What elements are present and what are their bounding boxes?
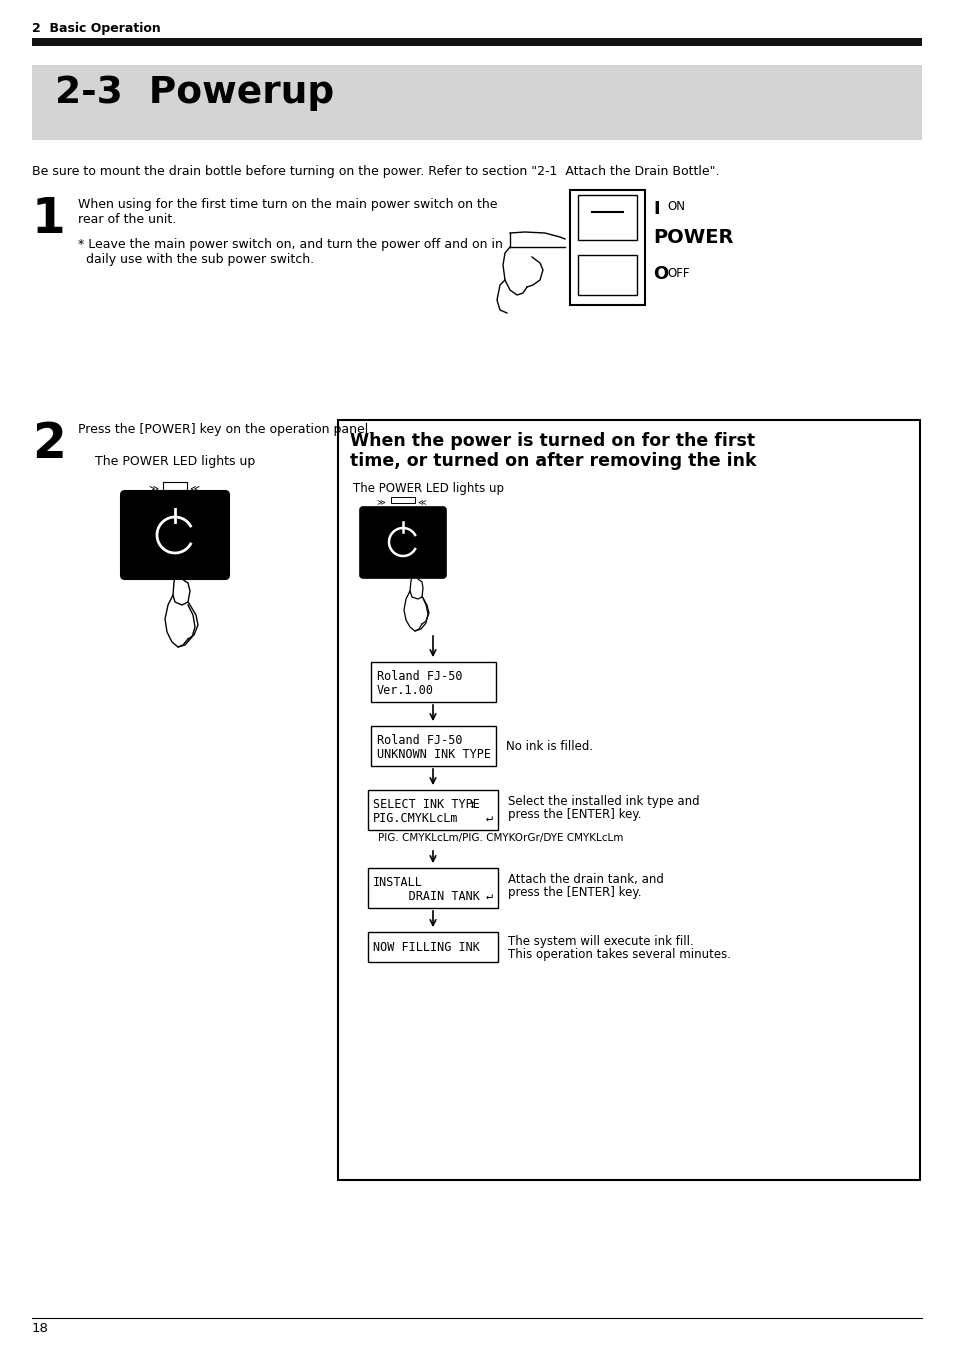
Text: 1: 1 (32, 195, 66, 243)
FancyBboxPatch shape (121, 490, 229, 580)
Text: No ink is filled.: No ink is filled. (505, 740, 593, 753)
Bar (163, 482, 187, 490)
Text: The POWER LED lights up: The POWER LED lights up (95, 455, 255, 467)
Text: This operation takes several minutes.: This operation takes several minutes. (507, 948, 730, 961)
Text: 2: 2 (32, 420, 66, 467)
Text: The system will execute ink fill.: The system will execute ink fill. (507, 935, 693, 948)
Text: * Leave the main power switch on, and turn the power off and on in: * Leave the main power switch on, and tu… (78, 238, 502, 251)
Text: UNKNOWN INK TYPE: UNKNOWN INK TYPE (376, 748, 491, 761)
Bar (368, 790, 497, 830)
Text: ≫: ≫ (376, 499, 385, 507)
Text: I: I (652, 200, 659, 218)
Bar (32, 38, 921, 46)
Text: ≪: ≪ (189, 484, 199, 493)
Text: DRAIN TANK: DRAIN TANK (373, 890, 479, 902)
Text: When the power is turned on for the first: When the power is turned on for the firs… (350, 432, 755, 450)
Bar (371, 725, 496, 766)
Text: 2-3  Powerup: 2-3 Powerup (55, 76, 334, 111)
Text: When using for the first time turn on the main power switch on the: When using for the first time turn on th… (78, 199, 497, 211)
Text: POWER: POWER (652, 228, 733, 247)
Bar (578, 195, 637, 240)
Text: Be sure to mount the drain bottle before turning on the power. Refer to section : Be sure to mount the drain bottle before… (32, 165, 719, 178)
Text: PIG.CMYKLcLm: PIG.CMYKLcLm (373, 812, 458, 825)
Text: Press the [POWER] key on the operation panel.: Press the [POWER] key on the operation p… (78, 423, 372, 436)
Text: INSTALL: INSTALL (373, 875, 422, 889)
Bar (391, 497, 415, 503)
Text: 18: 18 (32, 1323, 49, 1335)
Text: NOW FILLING INK: NOW FILLING INK (373, 942, 479, 954)
Text: Select the installed ink type and: Select the installed ink type and (507, 794, 699, 808)
Text: ON: ON (666, 200, 684, 213)
Text: time, or turned on after removing the ink: time, or turned on after removing the in… (350, 453, 756, 470)
Text: rear of the unit.: rear of the unit. (78, 213, 176, 226)
Text: press the [ENTER] key.: press the [ENTER] key. (507, 808, 640, 821)
FancyBboxPatch shape (359, 507, 446, 578)
Text: The POWER LED lights up: The POWER LED lights up (353, 482, 503, 494)
Bar (569, 190, 644, 305)
Text: ↵: ↵ (485, 812, 493, 825)
Text: Attach the drain tank, and: Attach the drain tank, and (507, 873, 663, 886)
Text: SELECT INK TYPE: SELECT INK TYPE (373, 798, 479, 811)
Text: Ver.1.00: Ver.1.00 (376, 684, 434, 697)
Bar (368, 932, 497, 962)
Text: ≫: ≫ (148, 484, 158, 493)
Text: O: O (652, 265, 667, 282)
Text: daily use with the sub power switch.: daily use with the sub power switch. (78, 253, 314, 266)
Bar (32, 65, 921, 141)
Text: OFF: OFF (666, 267, 689, 280)
Text: ↵: ↵ (485, 890, 493, 902)
Text: ↕: ↕ (468, 798, 475, 811)
Bar (337, 420, 919, 1179)
Text: PIG. CMYKLcLm/PIG. CMYKOrGr/DYE CMYKLcLm: PIG. CMYKLcLm/PIG. CMYKOrGr/DYE CMYKLcLm (377, 834, 622, 843)
Bar (368, 867, 497, 908)
Bar (578, 255, 637, 295)
Bar (371, 662, 496, 703)
Text: ≪: ≪ (416, 499, 425, 507)
Text: Roland FJ-50: Roland FJ-50 (376, 734, 462, 747)
Text: press the [ENTER] key.: press the [ENTER] key. (507, 886, 640, 898)
Text: Roland FJ-50: Roland FJ-50 (376, 670, 462, 684)
Text: 2  Basic Operation: 2 Basic Operation (32, 22, 161, 35)
